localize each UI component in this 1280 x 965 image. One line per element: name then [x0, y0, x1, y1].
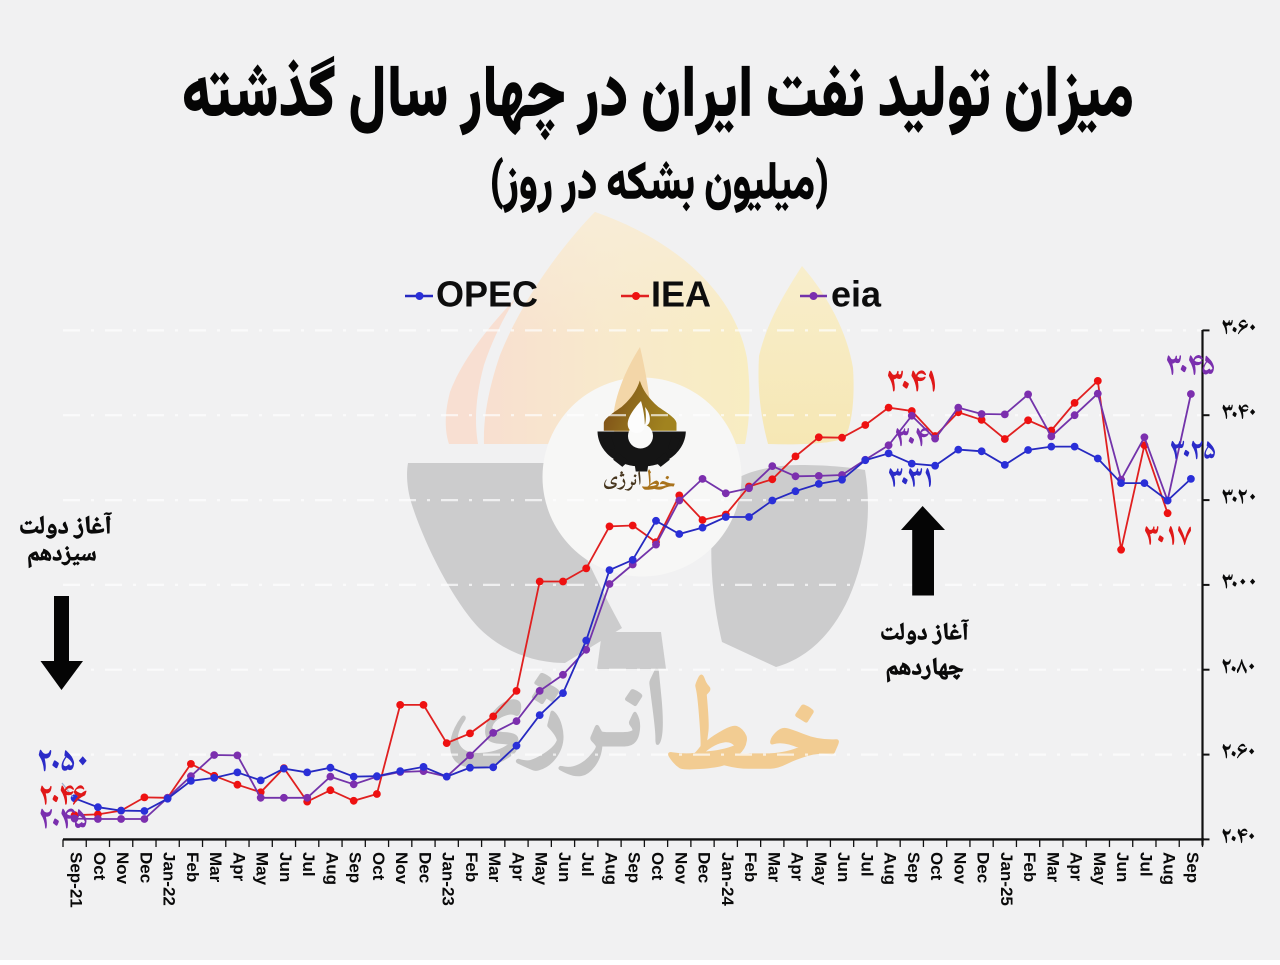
svg-text:Apr: Apr	[229, 852, 248, 882]
svg-text:Aug: Aug	[1160, 852, 1179, 885]
svg-text:Mar: Mar	[1043, 852, 1062, 883]
svg-text:eia: eia	[831, 274, 882, 315]
svg-text:Mar: Mar	[764, 852, 783, 883]
svg-text:Jan-24: Jan-24	[718, 852, 737, 906]
svg-text:Apr: Apr	[509, 852, 528, 882]
svg-text:Sep: Sep	[625, 852, 644, 883]
svg-text:Sep-21: Sep-21	[67, 852, 86, 908]
svg-text:Oct: Oct	[369, 852, 388, 881]
svg-text:Nov: Nov	[950, 852, 969, 885]
svg-text:Jun: Jun	[276, 852, 295, 882]
svg-text:Jun: Jun	[1113, 852, 1132, 882]
svg-text:May: May	[532, 852, 551, 886]
svg-text:May: May	[253, 852, 272, 886]
svg-text:Jul: Jul	[299, 852, 318, 877]
svg-text:Sep: Sep	[1183, 852, 1202, 883]
svg-text:Jul: Jul	[1136, 852, 1155, 877]
svg-text:Mar: Mar	[206, 852, 225, 883]
svg-text:Jul: Jul	[857, 852, 876, 877]
svg-text:Jan-23: Jan-23	[439, 852, 458, 906]
svg-text:Oct: Oct	[648, 852, 667, 881]
svg-text:Nov: Nov	[113, 852, 132, 885]
svg-text:Feb: Feb	[183, 852, 202, 882]
svg-text:Feb: Feb	[741, 852, 760, 882]
svg-text:Dec: Dec	[974, 852, 993, 883]
svg-text:Feb: Feb	[1020, 852, 1039, 882]
svg-text:Nov: Nov	[392, 852, 411, 885]
svg-text:Apr: Apr	[1067, 852, 1086, 882]
svg-text:Dec: Dec	[695, 852, 714, 883]
svg-text:Feb: Feb	[462, 852, 481, 882]
svg-text:Jul: Jul	[578, 852, 597, 877]
svg-text:Aug: Aug	[322, 852, 341, 885]
svg-text:May: May	[811, 852, 830, 886]
svg-text:IEA: IEA	[651, 274, 711, 315]
svg-text:May: May	[1090, 852, 1109, 886]
svg-text:Aug: Aug	[602, 852, 621, 885]
svg-text:Aug: Aug	[881, 852, 900, 885]
svg-text:Jun: Jun	[834, 852, 853, 882]
svg-text:Sep: Sep	[904, 852, 923, 883]
svg-text:Oct: Oct	[927, 852, 946, 881]
svg-text:Dec: Dec	[416, 852, 435, 883]
svg-text:Dec: Dec	[136, 852, 155, 883]
svg-text:Apr: Apr	[788, 852, 807, 882]
svg-text:Oct: Oct	[90, 852, 109, 881]
svg-text:Jun: Jun	[555, 852, 574, 882]
svg-text:Jan-22: Jan-22	[160, 852, 179, 906]
svg-text:Jan-25: Jan-25	[997, 852, 1016, 906]
svg-text:Sep: Sep	[346, 852, 365, 883]
svg-text:Nov: Nov	[671, 852, 690, 885]
svg-text:Mar: Mar	[485, 852, 504, 883]
svg-text:OPEC: OPEC	[436, 274, 538, 315]
